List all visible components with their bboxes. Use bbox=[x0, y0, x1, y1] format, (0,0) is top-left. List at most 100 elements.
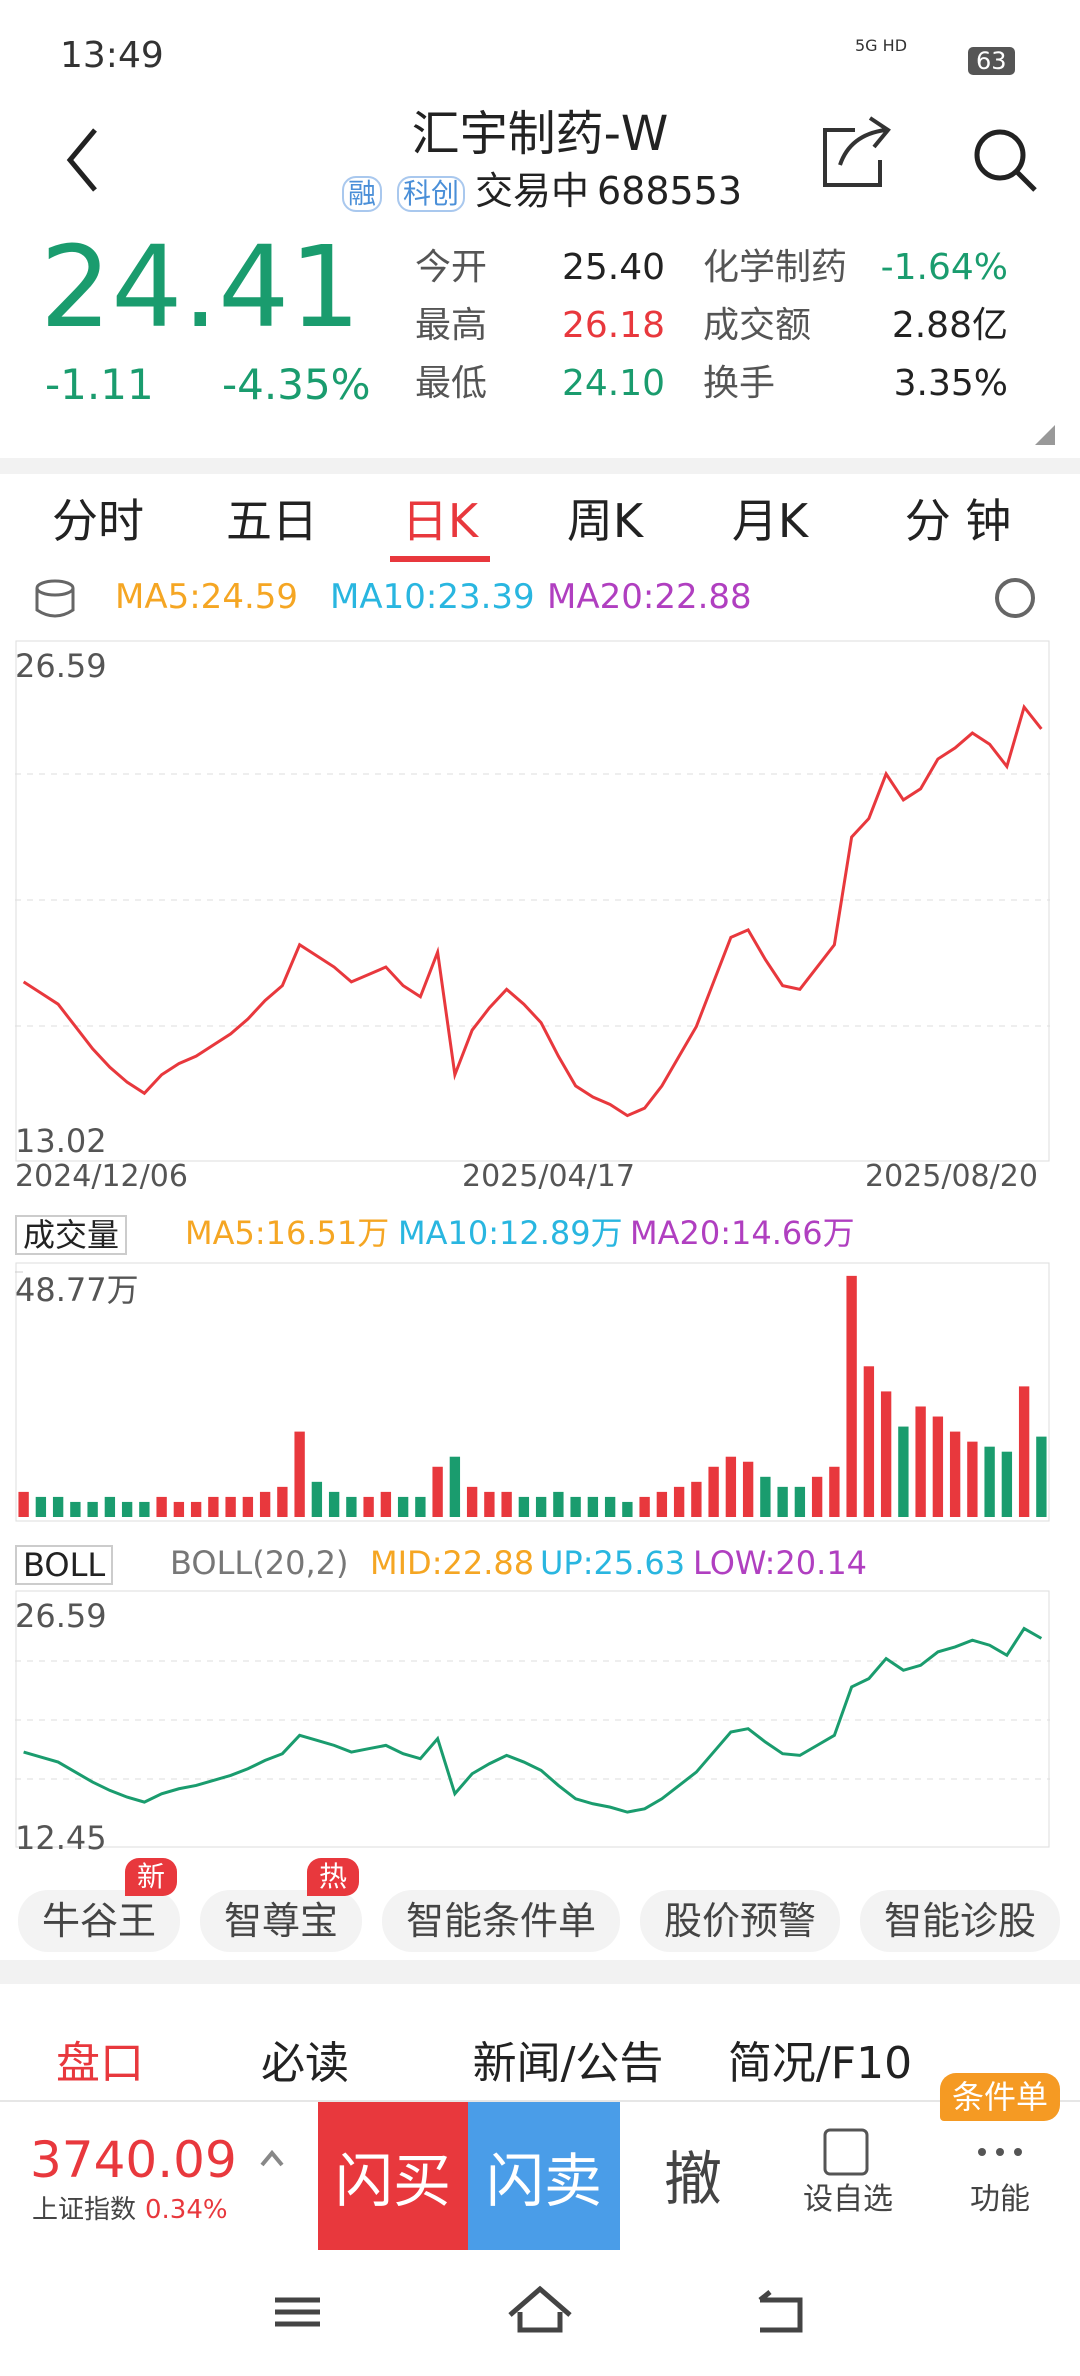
volume-bar bbox=[949, 1431, 961, 1517]
volume-bar bbox=[984, 1446, 995, 1517]
tool-button[interactable]: 智能条件单 bbox=[382, 1890, 621, 1952]
frame bbox=[15, 1262, 1050, 1522]
volume-bar bbox=[898, 1426, 909, 1517]
menu-icon[interactable] bbox=[275, 2297, 320, 2327]
badge: 条件单 bbox=[939, 2073, 1061, 2121]
search-icon bbox=[1015, 170, 1037, 192]
tool-button[interactable]: 股价预警 bbox=[640, 1890, 841, 1952]
volume-bar bbox=[725, 1456, 737, 1517]
buy-bg[interactable] bbox=[318, 2102, 468, 2250]
volume-bar bbox=[139, 1501, 150, 1517]
home-icon[interactable] bbox=[508, 2285, 572, 2333]
stat-label: 成交额 bbox=[703, 305, 812, 346]
chart bbox=[15, 1262, 1050, 1522]
watch-icon[interactable] bbox=[823, 2128, 869, 2176]
settings-icon[interactable] bbox=[995, 578, 1035, 618]
volume-bar bbox=[380, 1491, 392, 1517]
stat-label: 化学制药 bbox=[703, 247, 848, 288]
stat-label: 最高 bbox=[415, 305, 488, 346]
volume-bar bbox=[466, 1486, 478, 1517]
chart bbox=[15, 1590, 1050, 1848]
volume-bar bbox=[415, 1496, 426, 1517]
volume-bar bbox=[1018, 1386, 1030, 1517]
tab[interactable]: 日K bbox=[401, 494, 479, 548]
tab[interactable]: 分 钟 bbox=[904, 494, 1012, 548]
stat-label: 今开 bbox=[415, 247, 488, 288]
volume-bar bbox=[673, 1486, 685, 1517]
tool-button[interactable]: 智能诊股 bbox=[860, 1890, 1061, 1952]
volume-bar bbox=[121, 1501, 133, 1517]
volume-bar bbox=[846, 1275, 857, 1517]
y-max: 48.77万 bbox=[15, 1271, 139, 1309]
price-line bbox=[22, 703, 1043, 1118]
expand-icon[interactable] bbox=[260, 2149, 284, 2167]
ma-label: MA20:14.66万 bbox=[630, 1214, 855, 1252]
volume-bar bbox=[518, 1496, 530, 1517]
x-label: 2024/12/06 bbox=[15, 1159, 188, 1194]
frame bbox=[15, 640, 1050, 1162]
stat-value: 2.88亿 bbox=[891, 305, 1008, 346]
buy-button[interactable]: 闪买 bbox=[334, 2147, 452, 2215]
stock-code: 688553 bbox=[597, 169, 743, 213]
tool-button[interactable]: 牛谷王 bbox=[18, 1890, 181, 1952]
watchlist-button[interactable]: 设自选 bbox=[803, 2182, 893, 2217]
volume-bar bbox=[604, 1496, 616, 1517]
volume-bar bbox=[967, 1441, 978, 1517]
stat-value: 24.10 bbox=[561, 363, 665, 404]
tab[interactable]: 月K bbox=[731, 494, 809, 548]
cancel-button[interactable]: 撤 bbox=[663, 2145, 723, 2213]
trade-status: 交易中 bbox=[475, 169, 590, 213]
volume-bar bbox=[587, 1496, 599, 1517]
volume-bar bbox=[535, 1496, 547, 1517]
search-icon[interactable] bbox=[974, 129, 1026, 181]
selector[interactable]: BOLL bbox=[15, 1545, 114, 1585]
price-line bbox=[23, 1626, 1043, 1814]
volume-bar bbox=[87, 1501, 98, 1517]
volume-bar bbox=[553, 1491, 564, 1517]
volume-bar bbox=[346, 1496, 357, 1517]
tab[interactable]: 分时 bbox=[52, 494, 144, 548]
tab[interactable]: 周K bbox=[566, 494, 644, 548]
badge: 新 bbox=[125, 1858, 178, 1896]
volume-bar bbox=[742, 1461, 754, 1517]
title: 汇宇制药-W bbox=[411, 106, 669, 162]
index-change: 0.34% bbox=[145, 2195, 228, 2225]
section-tab[interactable]: 盘口 bbox=[56, 2038, 144, 2089]
ma-label: LOW:20.14 bbox=[693, 1544, 868, 1582]
sell-bg[interactable] bbox=[468, 2102, 620, 2250]
sell-button[interactable]: 闪卖 bbox=[485, 2147, 603, 2215]
section-tab[interactable]: 必读 bbox=[261, 2038, 349, 2089]
volume-bar bbox=[156, 1496, 167, 1517]
volume-bar bbox=[777, 1486, 788, 1517]
y-max: 26.59 bbox=[15, 1597, 107, 1635]
y-min: 12.45 bbox=[15, 1819, 107, 1857]
back-icon[interactable] bbox=[66, 128, 97, 192]
volume-bar bbox=[35, 1496, 47, 1517]
volume-bar bbox=[104, 1496, 116, 1517]
corner-icon bbox=[1035, 425, 1055, 445]
tag: 科创 bbox=[397, 176, 466, 212]
volume-bar bbox=[70, 1501, 81, 1517]
stat-value: 26.18 bbox=[561, 305, 665, 346]
section-tab[interactable]: 简况/F10 bbox=[727, 2038, 913, 2089]
volume-bar bbox=[708, 1466, 719, 1517]
selector[interactable]: 成交量 bbox=[15, 1215, 128, 1255]
more-button[interactable]: 功能 bbox=[970, 2182, 1030, 2217]
volume-bar bbox=[397, 1496, 409, 1517]
stat-value: -1.64% bbox=[880, 247, 1008, 288]
network: 5G HD bbox=[855, 36, 908, 55]
section-tab[interactable]: 新闻/公告 bbox=[472, 2038, 664, 2089]
separator bbox=[0, 458, 1080, 474]
volume-bar bbox=[242, 1496, 254, 1517]
back-nav-icon[interactable] bbox=[758, 2290, 803, 2333]
volume-bar bbox=[208, 1496, 219, 1517]
volume-bar bbox=[311, 1481, 323, 1517]
volume-bar bbox=[880, 1391, 892, 1517]
volume-bar bbox=[52, 1496, 64, 1517]
tab[interactable]: 五日 bbox=[226, 494, 318, 548]
volume-bar bbox=[449, 1456, 461, 1517]
db-icon bbox=[35, 588, 75, 618]
stat-label: 换手 bbox=[703, 363, 776, 404]
tool-button[interactable]: 智尊宝 bbox=[200, 1890, 363, 1952]
share-icon[interactable] bbox=[823, 116, 891, 187]
